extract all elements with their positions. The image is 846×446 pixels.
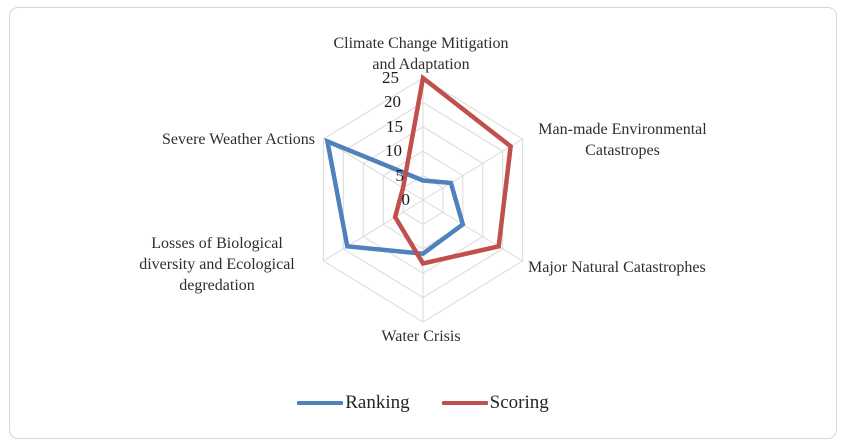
radar-series xyxy=(324,73,514,266)
chart-legend: Ranking Scoring xyxy=(0,392,846,414)
axis-label-major-natural-catastrophes: Major Natural Catastrophes xyxy=(528,259,706,276)
radial-tick-0: 0 xyxy=(401,190,411,209)
axis-label-losses-biological: Losses of Biological diversity and Ecolo… xyxy=(139,235,295,294)
axis-label-man-made-catastropes: Man-made Environmental Catastropes xyxy=(538,121,707,159)
axis-label-climate-change: Climate Change Mitigation and Adaptation xyxy=(333,35,509,73)
legend-swatch-scoring xyxy=(441,401,488,405)
legend-item-scoring: Scoring xyxy=(441,392,549,414)
legend-label-scoring: Scoring xyxy=(489,392,549,413)
legend-item-ranking: Ranking xyxy=(297,392,410,414)
radial-tick-15: 15 xyxy=(386,116,403,136)
radial-tick-20: 20 xyxy=(384,92,401,112)
radial-tick-5: 5 xyxy=(395,165,405,185)
legend-label-ranking: Ranking xyxy=(345,392,410,413)
radar-gridlines xyxy=(322,77,524,323)
radial-tick-25: 25 xyxy=(382,68,399,87)
legend-swatch-ranking xyxy=(297,401,344,405)
series-line-ranking xyxy=(324,137,466,257)
axis-label-severe-weather: Severe Weather Actions xyxy=(161,131,315,148)
series-line-scoring xyxy=(392,73,514,266)
radial-tick-10: 10 xyxy=(385,141,402,161)
axis-label-water-crisis: Water Crisis xyxy=(381,328,461,345)
